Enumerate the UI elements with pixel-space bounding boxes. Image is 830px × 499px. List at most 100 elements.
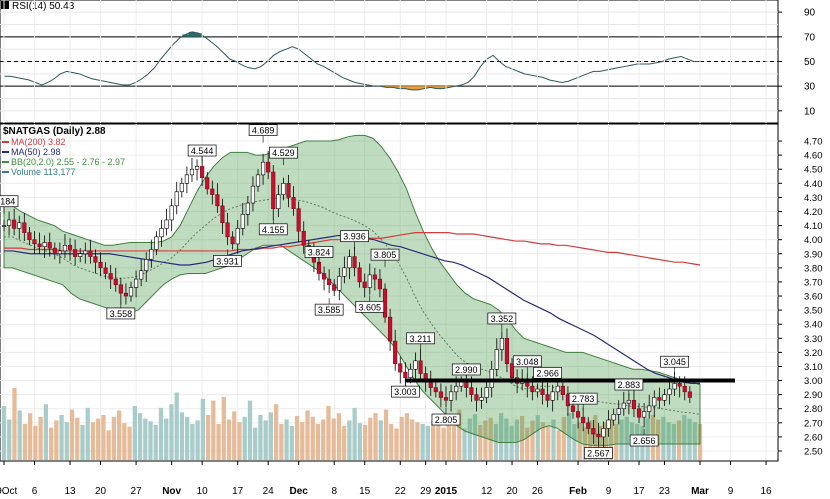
candle-up — [479, 397, 484, 401]
candle-down — [321, 273, 327, 280]
candle-up — [606, 419, 611, 429]
candle-up — [484, 387, 489, 398]
annotation-label: 3.585 — [318, 305, 341, 315]
x-tick-label: Nov — [162, 486, 181, 497]
annotation-label: 2.656 — [633, 436, 656, 446]
annotation-box — [431, 413, 461, 426]
candle-up — [347, 256, 352, 269]
candle-up — [459, 381, 464, 387]
x-tick-label: 20 — [506, 486, 518, 497]
price-tick-label: 2.80 — [804, 404, 823, 415]
candle-down — [631, 399, 637, 410]
volume-bar — [577, 422, 582, 460]
x-tick-label: 26 — [532, 486, 544, 497]
annotation-label: 4.689 — [252, 126, 275, 136]
x-tick-label: 29Oct — [0, 486, 18, 497]
x-tick-label: 15 — [359, 486, 371, 497]
candle-down — [438, 391, 443, 398]
candle-down — [560, 385, 565, 395]
candle-down — [362, 281, 367, 288]
candle-up — [174, 191, 179, 207]
volume-bar — [148, 421, 153, 460]
candle-up — [652, 397, 657, 407]
candle-down — [443, 397, 449, 401]
annotation-box — [614, 378, 644, 391]
candle-up — [647, 405, 652, 412]
candle-up — [489, 368, 494, 388]
volume-bar — [132, 406, 137, 460]
price-tick-label: 3.40 — [804, 320, 823, 331]
candle-down — [388, 316, 393, 342]
volume-bar — [399, 416, 404, 460]
volume-bar — [467, 418, 472, 460]
candle-down — [210, 188, 215, 195]
candle-up — [154, 236, 159, 250]
volume-bar — [28, 413, 33, 460]
candle-down — [93, 256, 98, 263]
candle-down — [677, 383, 682, 387]
volume-bar — [551, 419, 556, 460]
price-tick-label: 4.70 — [804, 137, 823, 148]
candle-up — [621, 402, 626, 410]
candle-up — [235, 228, 240, 245]
volume-bar — [59, 415, 64, 460]
volume-bar — [362, 424, 368, 460]
volume-bar — [106, 430, 111, 460]
volume-bar — [80, 424, 85, 460]
candle-down — [327, 278, 332, 286]
annotation-label: 3.824 — [308, 247, 331, 257]
candle-up — [240, 214, 245, 229]
candle-down — [433, 387, 438, 393]
x-tick-label: 29 — [420, 486, 432, 497]
volume-bar — [661, 416, 666, 460]
volume-bar — [682, 415, 687, 460]
candle-up — [62, 245, 68, 252]
volume-bar — [336, 413, 342, 460]
annotation-box — [304, 246, 334, 258]
rsi-tick-label: 50 — [804, 57, 816, 68]
candle-down — [225, 222, 230, 238]
candle-down — [570, 405, 576, 412]
volume-bar — [614, 424, 619, 460]
candle-down — [286, 183, 291, 198]
volume-bar — [436, 415, 441, 460]
annotation-box — [584, 447, 613, 459]
annotation-label: 3.048 — [516, 357, 539, 367]
annotation-box — [406, 332, 435, 345]
volume-bar — [472, 414, 478, 460]
candle-up — [281, 183, 286, 195]
volume-bar — [556, 430, 561, 460]
volume-bar — [226, 419, 232, 460]
volume-bar — [75, 417, 80, 460]
annotation-box — [355, 300, 385, 313]
volume-bar — [174, 392, 179, 460]
volume-bar — [342, 425, 347, 460]
legend-entry: BB(20,2.0) 2.55 - 2.76 - 2.97 — [11, 157, 125, 167]
annotation-label: 3.936 — [343, 232, 366, 242]
volume-bar — [535, 415, 540, 460]
volume-bar — [179, 412, 185, 460]
annotation-label: 4.529 — [272, 148, 295, 158]
candle-down — [73, 249, 78, 257]
candle-up — [245, 202, 250, 215]
annotation-box — [660, 355, 689, 368]
x-tick-label: 9 — [728, 486, 734, 497]
annotation-label: 3.211 — [410, 334, 432, 344]
volume-bar — [284, 419, 289, 460]
volume-bar — [624, 416, 629, 460]
price-tick-label: 2.90 — [804, 390, 823, 401]
volume-bar — [48, 427, 54, 460]
volume-bar — [441, 427, 446, 460]
price-tick-label: 2.70 — [804, 418, 823, 429]
volume-bar — [352, 407, 357, 460]
legend-entry: MA(200) 3.82 — [11, 137, 66, 147]
annotation-label: 2.805 — [435, 415, 458, 425]
annotation-box — [106, 307, 136, 320]
candle-up — [413, 360, 418, 370]
candle-up — [250, 185, 256, 204]
x-tick-label: 17 — [232, 486, 244, 497]
volume-bar — [582, 427, 588, 460]
price-title: $NATGAS (Daily) 2.88 — [3, 126, 106, 137]
candle-up — [164, 219, 169, 229]
x-tick-label: Dec — [289, 486, 308, 497]
